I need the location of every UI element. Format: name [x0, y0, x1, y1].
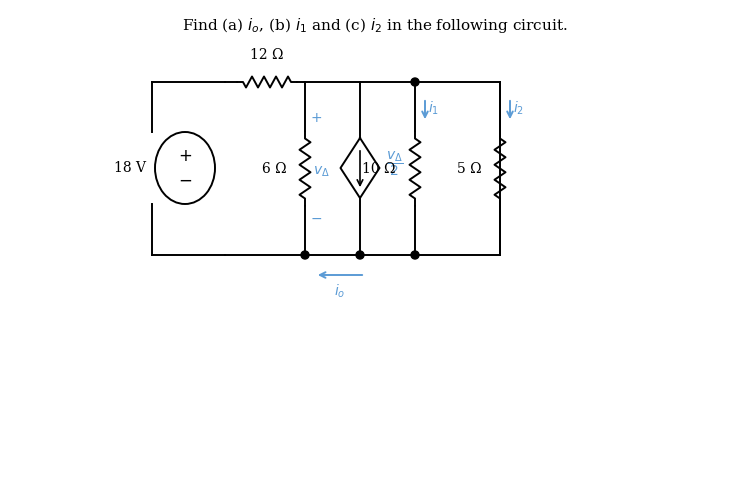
Text: 18 V: 18 V	[114, 161, 146, 175]
Text: $i_1$: $i_1$	[428, 100, 439, 118]
Text: $i_2$: $i_2$	[513, 100, 524, 118]
Text: −: −	[311, 212, 322, 226]
Circle shape	[301, 251, 309, 259]
Text: +: +	[178, 147, 192, 165]
Text: Find (a) $i_o$, (b) $i_1$ and (c) $i_2$ in the following circuit.: Find (a) $i_o$, (b) $i_1$ and (c) $i_2$ …	[182, 16, 568, 35]
Text: $v_\Delta$: $v_\Delta$	[313, 164, 330, 179]
Circle shape	[411, 78, 419, 86]
Text: 12 Ω: 12 Ω	[251, 48, 284, 62]
Text: 5 Ω: 5 Ω	[458, 161, 482, 175]
Text: 6 Ω: 6 Ω	[262, 161, 287, 175]
Text: −: −	[178, 172, 192, 190]
Text: $\dfrac{v_\Delta}{2}$: $\dfrac{v_\Delta}{2}$	[386, 149, 403, 178]
Circle shape	[411, 251, 419, 259]
Text: $i_o$: $i_o$	[334, 283, 346, 300]
Text: +: +	[311, 111, 322, 125]
Circle shape	[356, 251, 364, 259]
Text: 10 Ω: 10 Ω	[362, 161, 395, 175]
